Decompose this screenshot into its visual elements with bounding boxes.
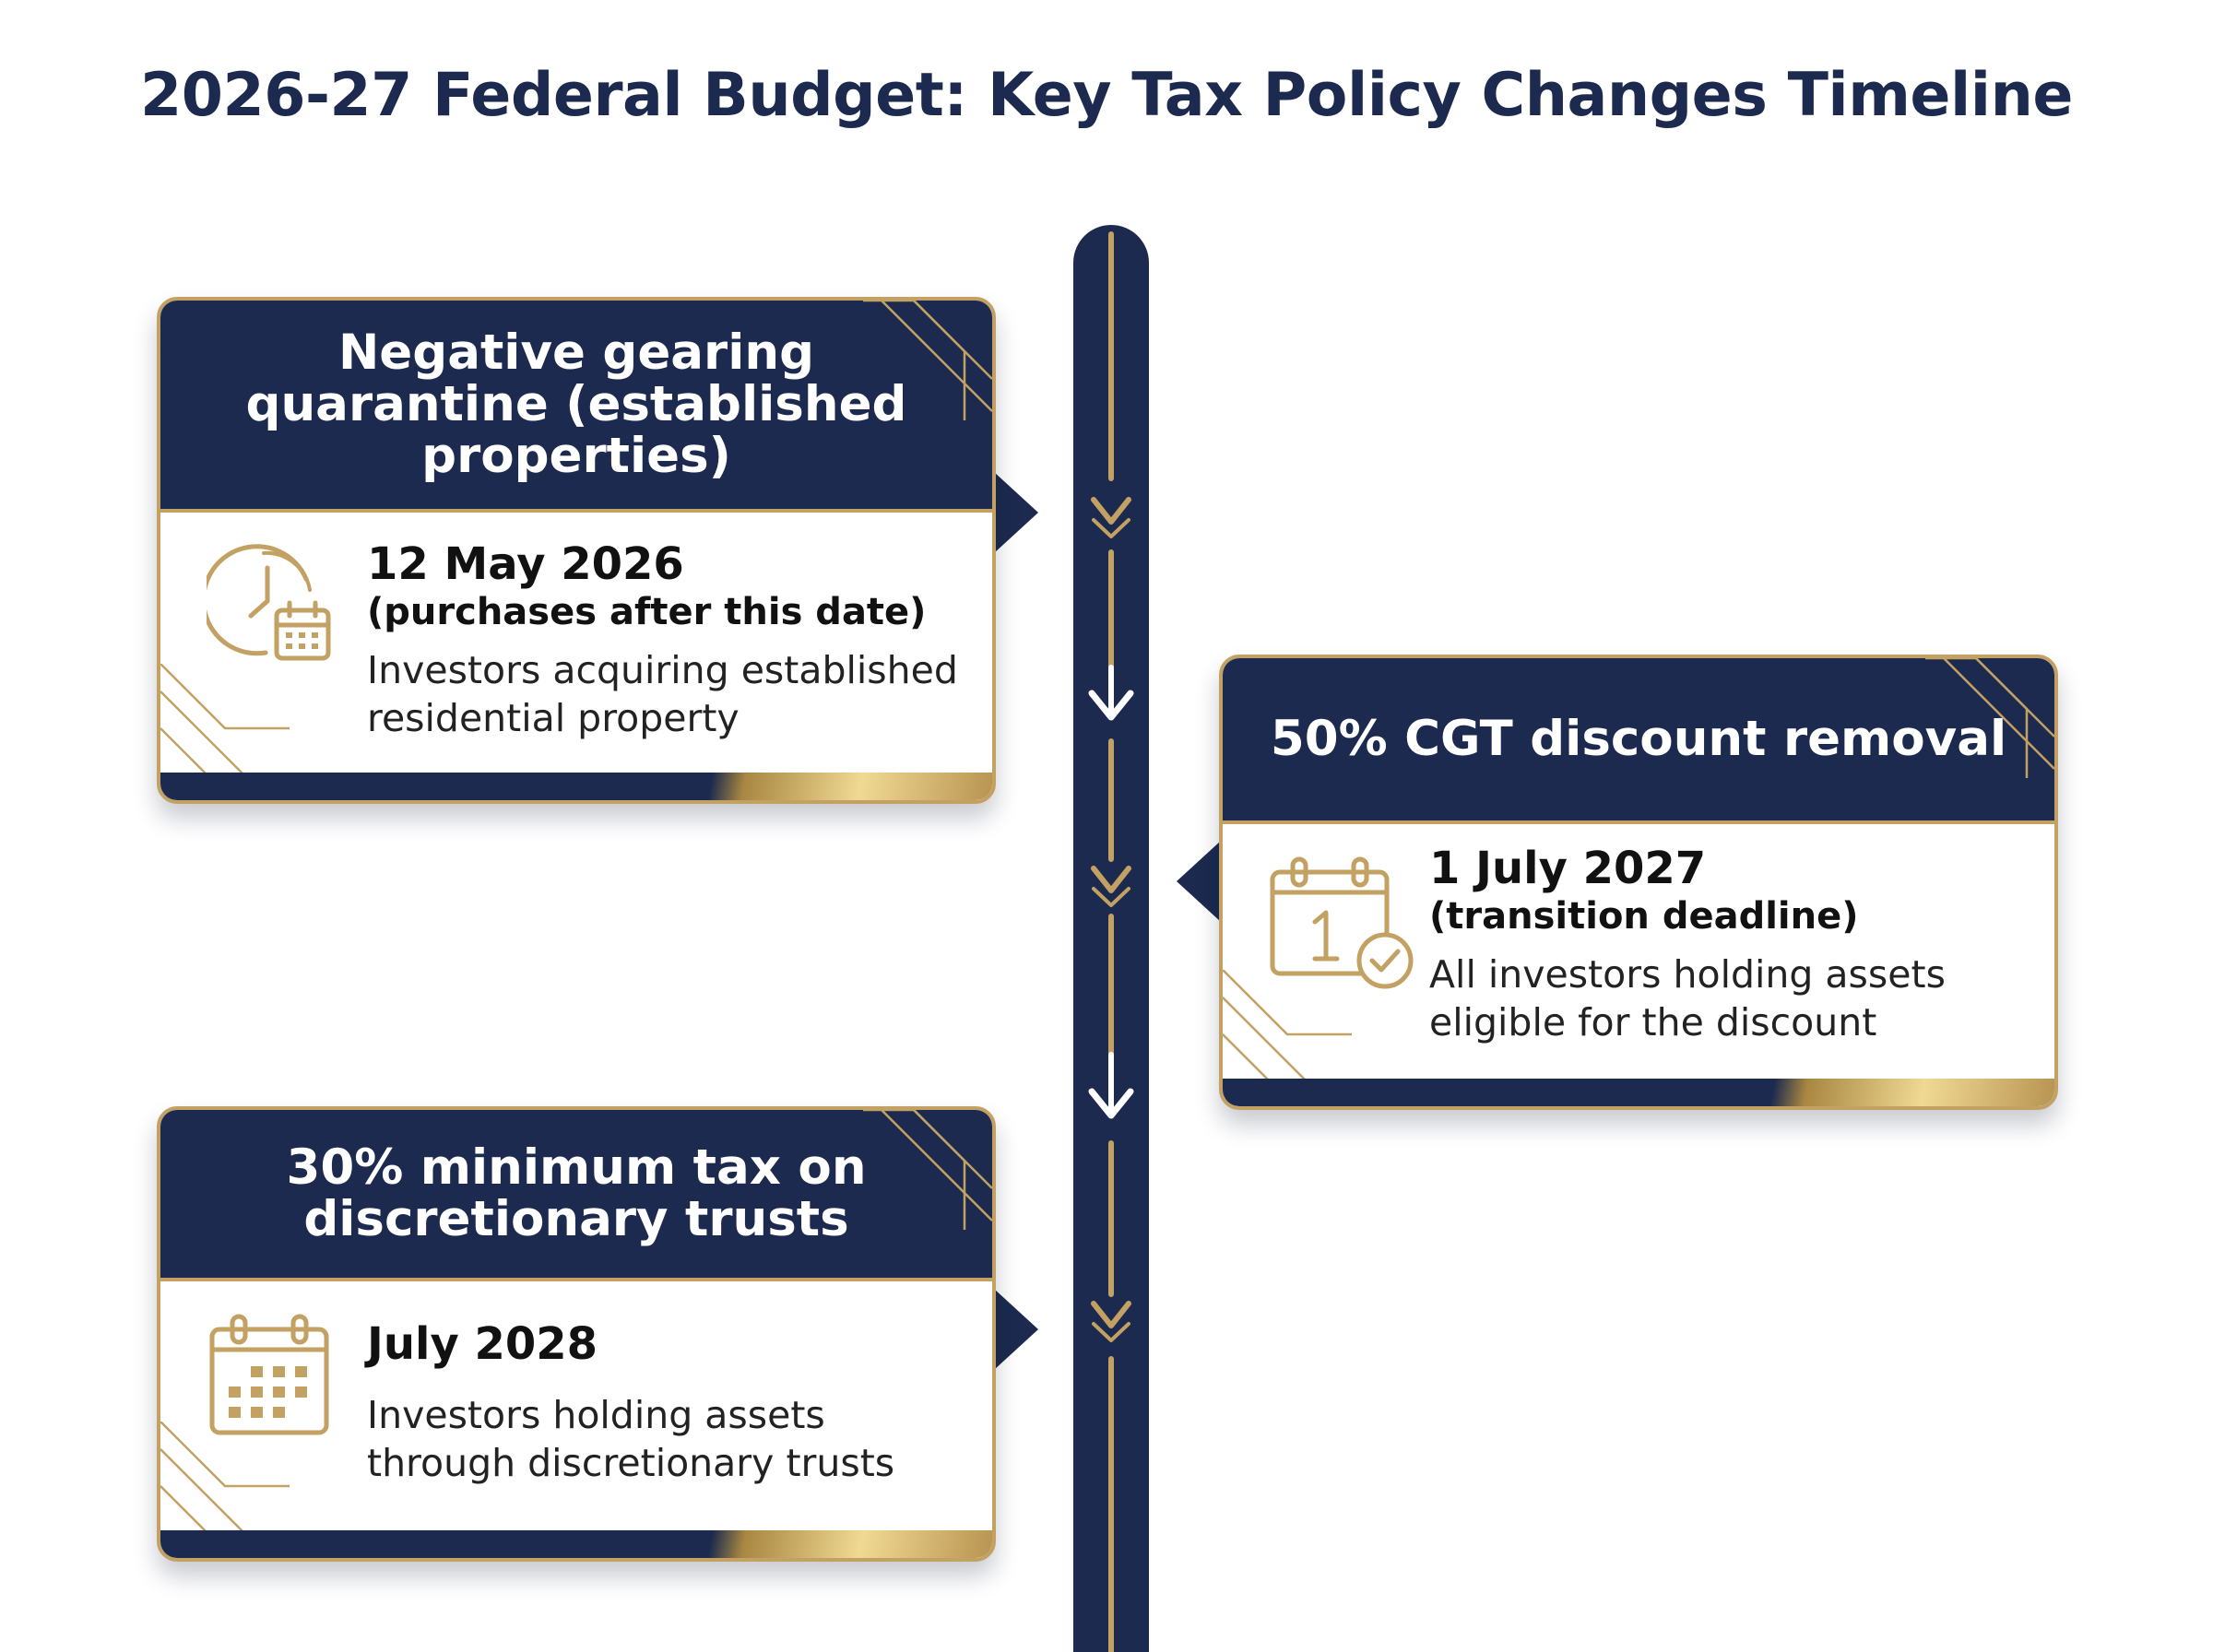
card-description: All investors holding assets eligible fo… [1429,951,1946,1045]
card-date: 12 May 2026 [367,538,684,590]
card-heading-text: 30% minimum tax on discretionary trusts [286,1139,867,1247]
corner-ornament [160,664,290,784]
card-pointer [994,472,1038,553]
calendar-grid-icon [209,1314,329,1435]
chevron-down-icon [1091,497,1131,525]
card-heading-text: Negative gearing quarantine (established… [245,324,907,485]
card-description: Investors holding assets through discret… [367,1392,895,1486]
timeline-card: 30% minimum tax on discretionary trusts [157,1106,996,1562]
timeline-spine [1073,225,1149,1652]
corner-ornament [863,1110,992,1230]
card-pointer [1177,841,1221,922]
page-title: 2026-27 Federal Budget: Key Tax Policy C… [140,61,2073,130]
corner-ornament [863,301,992,420]
card-date: 1 July 2027 [1429,843,1707,894]
card-heading-text: 50% CGT discount removal [1270,710,2007,767]
timeline-card: Negative gearing quarantine (established… [157,297,996,804]
clock-calendar-icon [207,544,331,661]
card-footer-bar [160,773,992,800]
card-date: July 2028 [367,1318,598,1370]
card-description: Investors acquiring established resident… [367,647,958,741]
card-heading: 50% CGT discount removal [1223,658,2054,824]
card-date-note: (purchases after this date) [367,590,927,633]
corner-ornament [1925,658,2054,778]
chevron-down-icon [1091,866,1131,893]
chevron-down-icon [1091,1301,1131,1328]
timeline-card: 50% CGT discount removal [1219,655,2058,1110]
chevron-down-icon [1092,887,1130,907]
calendar-check-icon [1270,856,1414,989]
card-pointer [994,1289,1038,1370]
card-date-note: (transition deadline) [1429,894,1859,938]
card-footer-bar [1223,1079,2054,1106]
chevron-down-icon [1092,518,1130,538]
card-heading: 30% minimum tax on discretionary trusts [160,1110,992,1281]
card-heading: Negative gearing quarantine (established… [160,301,992,513]
card-footer-bar [160,1530,992,1558]
chevron-down-icon [1092,1322,1130,1342]
